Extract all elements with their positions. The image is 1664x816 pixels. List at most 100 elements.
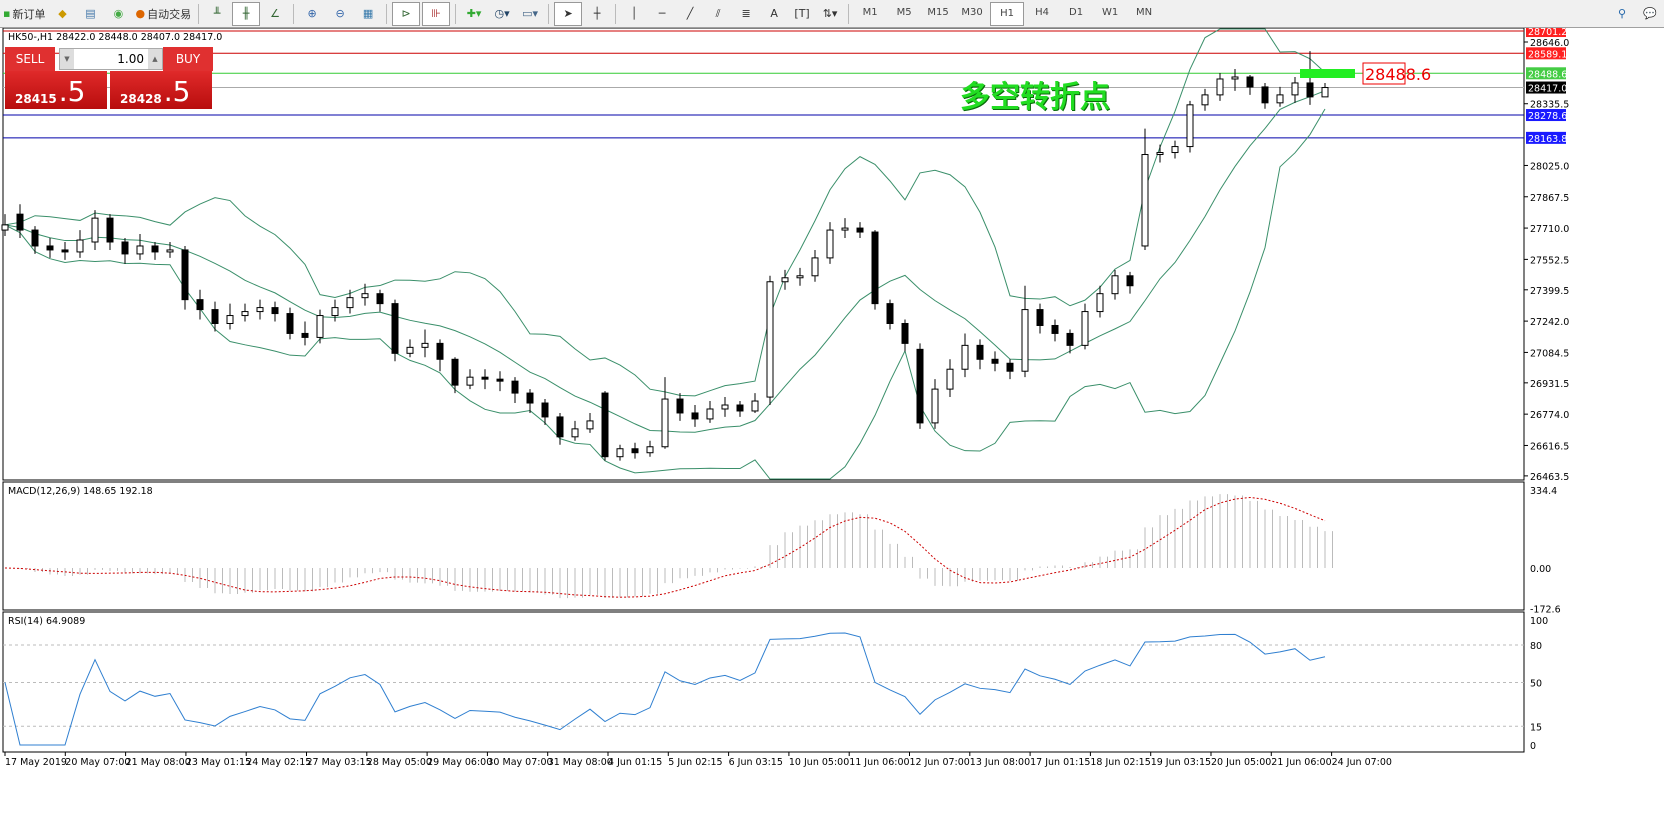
- candle: [976, 344, 984, 360]
- candle: [1246, 76, 1254, 88]
- timeframe-m15[interactable]: M15: [927, 7, 949, 18]
- timeframe-mn[interactable]: MN: [1136, 7, 1153, 18]
- text-label-button[interactable]: [T]: [789, 3, 815, 25]
- rsi-tick-label: 50: [1530, 679, 1542, 690]
- candle: [901, 323, 909, 344]
- trendline-button[interactable]: ╱: [677, 3, 703, 25]
- candle: [1, 224, 9, 231]
- candle: [706, 408, 714, 420]
- level-price-label: 28278.6: [1528, 111, 1567, 122]
- volume-increase-button[interactable]: ▲: [148, 49, 162, 69]
- navigator-icon: ▤: [85, 7, 96, 20]
- candle: [391, 303, 399, 354]
- volume-decrease-button[interactable]: ▼: [60, 49, 74, 69]
- candle: [1006, 362, 1014, 372]
- bar-chart-button[interactable]: ╨: [204, 3, 230, 25]
- candle: [1051, 324, 1059, 334]
- sell-button[interactable]: SELL: [5, 47, 55, 71]
- price-tick-label: 27867.5: [1530, 193, 1569, 204]
- timeframe-m30[interactable]: M30: [961, 7, 983, 18]
- auto-scroll-button[interactable]: ⊳: [392, 1, 421, 26]
- candle: [1036, 309, 1044, 326]
- candle: [316, 315, 324, 338]
- level-label-bg: [1526, 131, 1566, 144]
- candle: [16, 213, 24, 231]
- templates-button[interactable]: ▭▾: [517, 3, 543, 25]
- candle: [841, 227, 849, 231]
- indicators-button[interactable]: ✚▾: [461, 3, 487, 25]
- candlestick-button[interactable]: ╫: [232, 1, 261, 26]
- one-click-trading-panel: SELL ▼ 1.00 ▲ BUY 28415.5 28428.5: [5, 47, 213, 109]
- toolbar-separator: [615, 3, 617, 24]
- macd-tick-label: -172.6: [1530, 604, 1561, 615]
- candle: [856, 227, 864, 233]
- arrows-button[interactable]: ⇅▾: [817, 3, 843, 25]
- cursor-button[interactable]: ➤: [554, 1, 583, 26]
- zoom-out-button[interactable]: ⊖: [327, 3, 353, 25]
- buy-price-button[interactable]: 28428.5: [110, 71, 212, 109]
- timeframe-m5[interactable]: M5: [896, 7, 912, 18]
- buy-button[interactable]: BUY: [163, 47, 213, 71]
- level-price-label: 28163.8: [1528, 134, 1567, 145]
- candle: [1021, 309, 1029, 372]
- templates-icon: ▭▾: [522, 7, 539, 20]
- text-button[interactable]: A: [761, 3, 787, 25]
- timeframe-h4[interactable]: H4: [1035, 7, 1050, 18]
- zoom-in-button[interactable]: ⊕: [299, 3, 325, 25]
- macd-frame: [2, 481, 1525, 611]
- timeframe-m1[interactable]: M1: [862, 7, 878, 18]
- search-button[interactable]: ⚲: [1609, 3, 1635, 25]
- toolbar-separator: [455, 3, 457, 24]
- toolbar-separator: [293, 3, 295, 24]
- tile-windows-button[interactable]: ▦: [355, 3, 381, 25]
- vertical-line-button[interactable]: │: [621, 3, 647, 25]
- timeframe-w1[interactable]: W1: [1101, 7, 1119, 18]
- text-icon: A: [770, 7, 778, 20]
- timeframe-bar: M1 M5 M15 M30 H1 H4 D1 W1 MN: [853, 1, 1161, 26]
- periods-button[interactable]: ◷▾: [489, 3, 515, 25]
- candle: [181, 249, 189, 301]
- candle: [601, 392, 609, 458]
- timeframe-d1[interactable]: D1: [1069, 7, 1084, 18]
- candle: [376, 293, 384, 305]
- candle: [406, 346, 414, 354]
- candle: [1231, 76, 1239, 80]
- auto-trading-button[interactable]: ● 自动交易: [135, 7, 192, 21]
- time-tick-label: 23 May 01:15: [186, 757, 251, 768]
- line-chart-button[interactable]: ∠: [262, 3, 288, 25]
- navigator-button[interactable]: ▤: [77, 3, 103, 25]
- fibonacci-fan-button[interactable]: ≣: [733, 3, 759, 25]
- candle: [736, 404, 744, 412]
- chat-button[interactable]: 💬: [1637, 3, 1663, 25]
- candle: [526, 392, 534, 404]
- candle: [1111, 275, 1119, 295]
- signals-button[interactable]: ◉: [105, 3, 131, 25]
- chart-shift-button[interactable]: ⊪: [422, 1, 451, 26]
- trendline-icon: ╱: [686, 7, 694, 20]
- time-tick-label: 24 May 02:15: [246, 757, 311, 768]
- candle: [931, 388, 939, 424]
- volume-value[interactable]: 1.00: [117, 52, 144, 66]
- level-callout-label: 28488.6: [1365, 65, 1431, 84]
- fibonacci-button[interactable]: ⫽: [705, 3, 731, 25]
- timeframe-h1[interactable]: H1: [990, 1, 1025, 26]
- price-tick-label: 27710.0: [1530, 224, 1569, 235]
- candle: [946, 368, 954, 390]
- chat-icon: 💬: [1643, 7, 1657, 20]
- candle: [1261, 86, 1269, 104]
- sell-price-button[interactable]: 28415.5: [5, 71, 107, 109]
- volume-field[interactable]: ▼ 1.00 ▲: [59, 48, 163, 70]
- candle: [91, 217, 99, 243]
- macd-label: MACD(12,26,9) 148.65 192.18: [8, 486, 153, 497]
- crosshair-button[interactable]: ┼: [584, 3, 610, 25]
- level-callout-box: [1362, 62, 1406, 85]
- price-tick-label: 27399.5: [1530, 286, 1569, 297]
- horizontal-line-button[interactable]: ─: [649, 3, 675, 25]
- level-label-bg: [1526, 109, 1566, 122]
- candle: [646, 446, 654, 454]
- bar-chart-icon: ╨: [213, 7, 221, 20]
- new-order-button[interactable]: ▪ 新订单: [3, 7, 46, 21]
- time-tick-label: 21 Jun 06:00: [1271, 757, 1331, 768]
- market-watch-button[interactable]: ◆: [49, 3, 75, 25]
